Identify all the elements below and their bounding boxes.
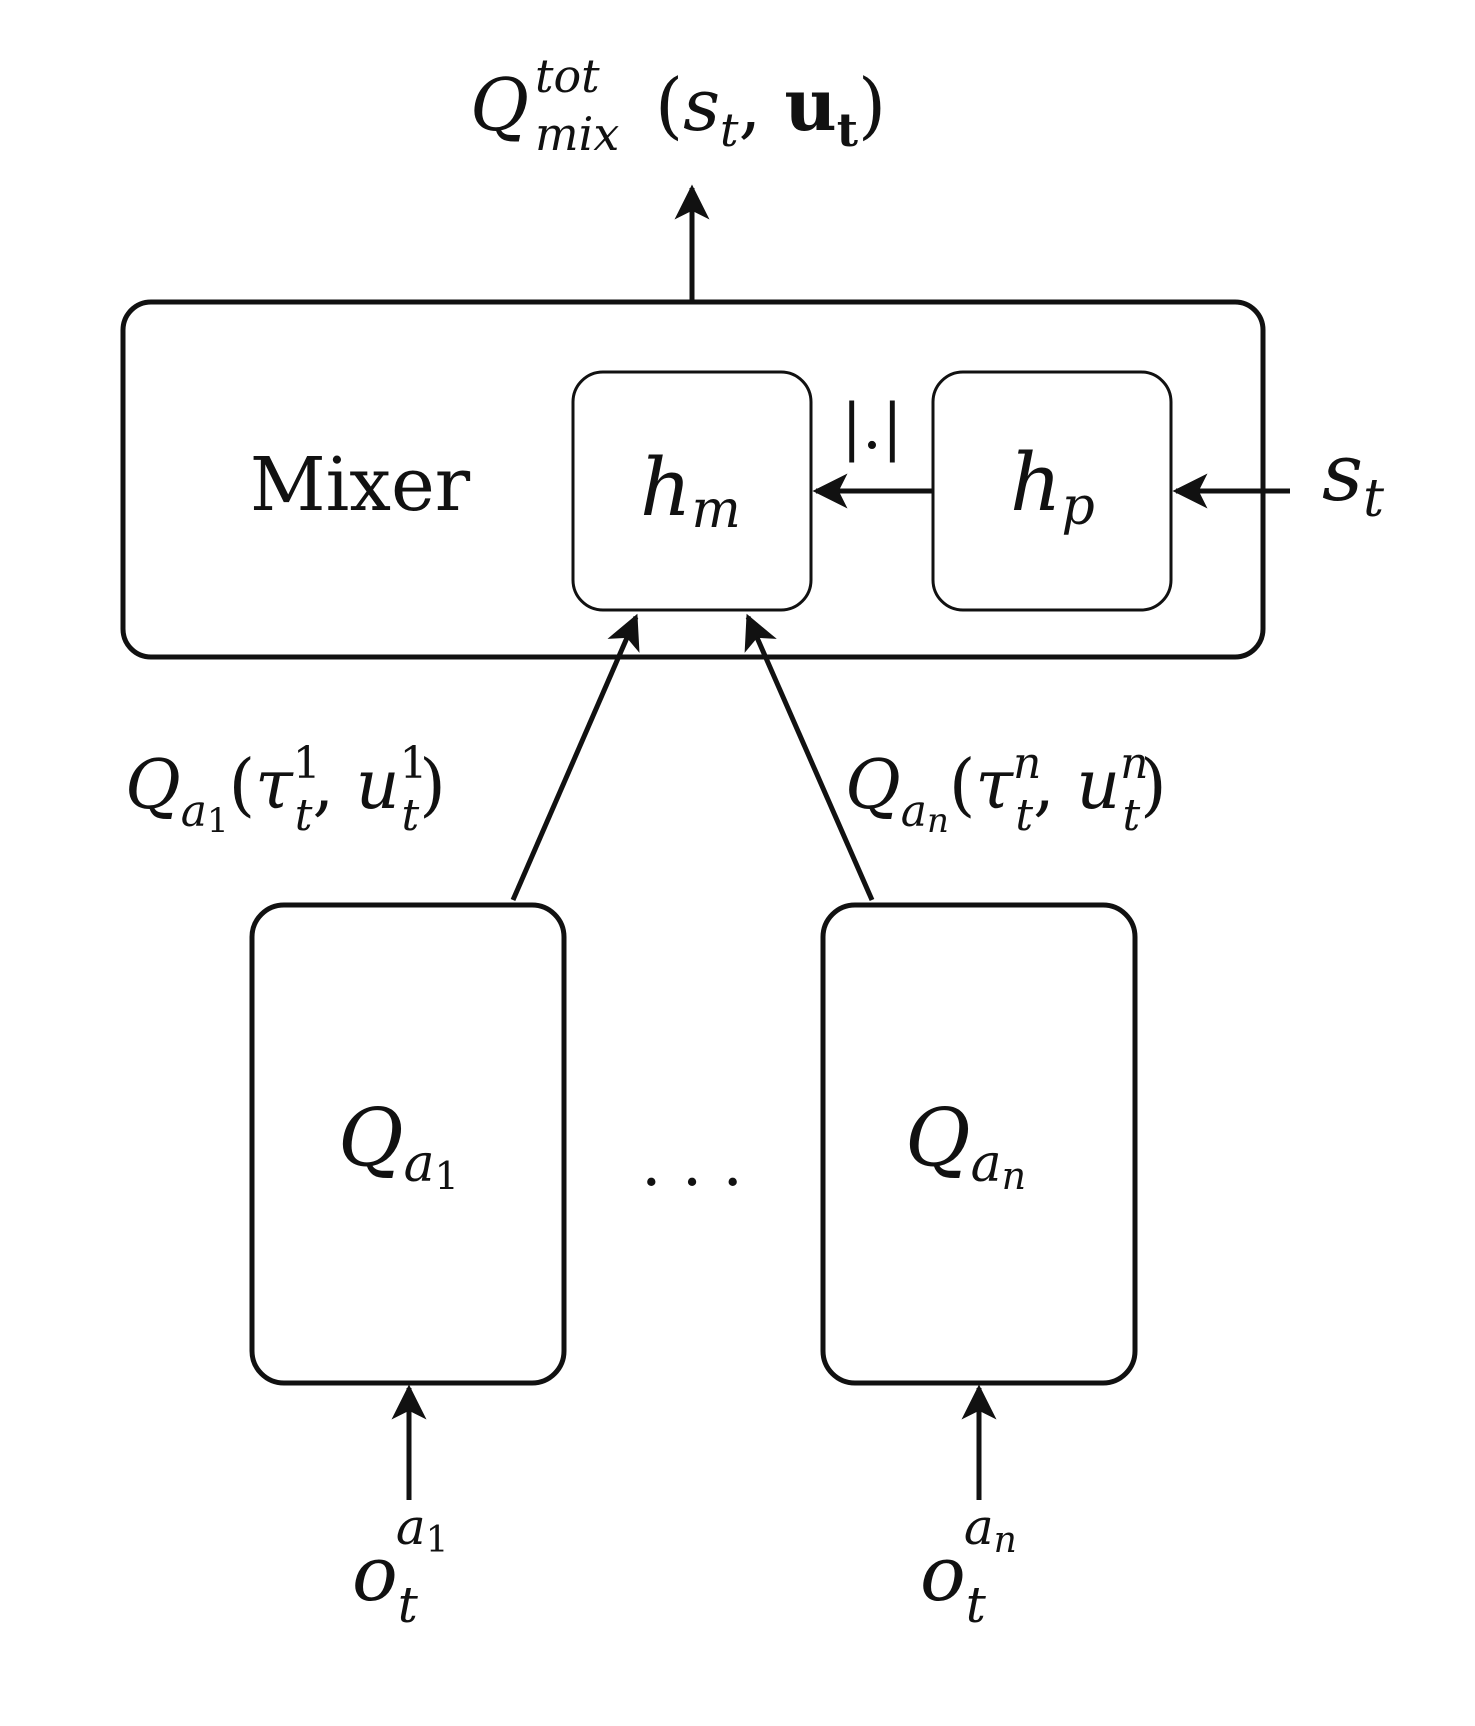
obs1-label: ota1 [352, 1498, 449, 1634]
output-q-label: Q [470, 63, 529, 147]
abs-label: |.| [841, 390, 903, 463]
obsn-label: otan [920, 1498, 1017, 1634]
hm-label: hm [640, 441, 741, 540]
agentn-q-label: Qan(τn t, un t) [845, 738, 1167, 841]
agent1-box [249, 902, 567, 1386]
agentn-box [820, 902, 1138, 1386]
agent1-to-hm-arrow [510, 613, 640, 901]
agent1-label: Qa1 [338, 1091, 459, 1198]
output-args: (st, ut) [655, 62, 886, 157]
agentn-to-hm-arrow [744, 613, 875, 902]
agentn-label: Qan [905, 1091, 1026, 1198]
output-q-sub: mix [535, 107, 619, 161]
hm-box [571, 370, 813, 612]
agent1-q-label: Qa1(τ1 t, u1 t) [125, 738, 446, 841]
hp-label: hp [1010, 436, 1095, 537]
state-input-label: st [1322, 426, 1384, 529]
output-q-sup: tot [535, 49, 600, 103]
mixer-label: Mixer [250, 442, 471, 528]
agents-ellipsis: . . . [641, 1127, 743, 1201]
